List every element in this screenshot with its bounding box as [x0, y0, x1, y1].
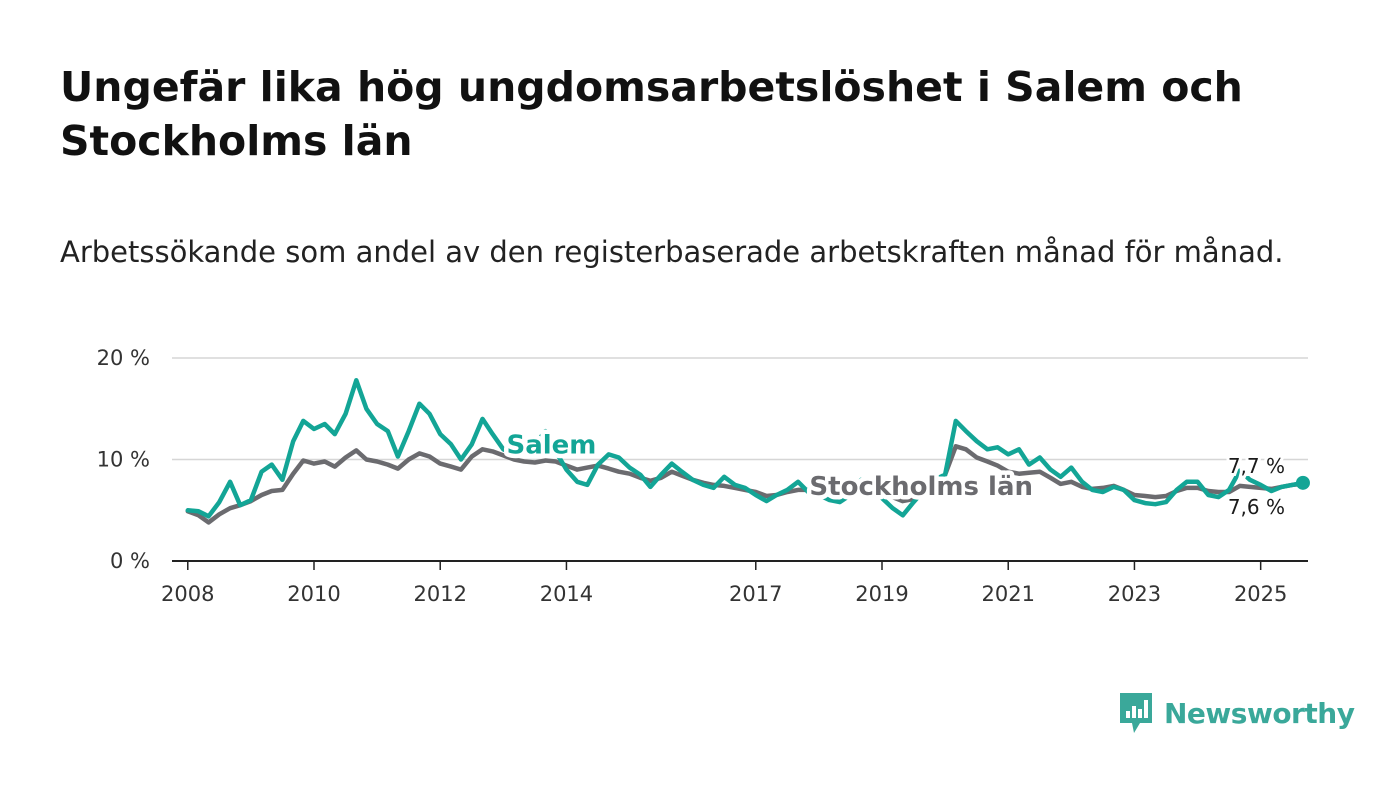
series-label-salem: Salem — [506, 430, 596, 460]
line-chart: 0 % 10 % 20 % 2008 2010 2012 2014 2017 2019 2021… — [97, 346, 1310, 606]
y-axis: 0 % 10 % 20 % — [97, 346, 150, 573]
chart-subtitle: Arbetssökande som andel av den registerb… — [60, 235, 1284, 269]
x-tick-label: 2010 — [287, 582, 340, 606]
x-tick-label: 2012 — [413, 582, 466, 606]
x-tick-label: 2014 — [540, 582, 593, 606]
x-tick-label: 2008 — [161, 582, 214, 606]
series-line-salem — [185, 378, 1306, 519]
series-line-stockholms-l-n — [185, 444, 1306, 525]
x-tick-label: 2025 — [1234, 582, 1287, 606]
brand-name: Newsworthy — [1164, 696, 1355, 730]
x-axis: 2008 2010 2012 2014 2017 2019 2021 2023 2025 — [161, 561, 1287, 606]
x-tick-label: 2017 — [729, 582, 782, 606]
newsworthy-logo-icon — [1120, 693, 1152, 733]
series-end-dot — [1295, 475, 1310, 490]
x-tick-label: 2021 — [981, 582, 1034, 606]
end-label-stockholms-lan: 7,6 % — [1228, 495, 1285, 519]
chart-title: Ungefär lika hög ungdomsarbetslöshet i S… — [60, 63, 1243, 165]
gridlines — [172, 357, 1308, 562]
series-lines — [185, 378, 1310, 525]
series-labels: Salem Stockholms län 7,7 % 7,6 % — [502, 426, 1288, 522]
end-label-salem: 7,7 % — [1228, 454, 1285, 478]
x-tick-label: 2023 — [1108, 582, 1161, 606]
y-tick-label: 20 % — [97, 346, 150, 370]
x-tick-label: 2019 — [855, 582, 908, 606]
y-tick-label: 0 % — [110, 549, 150, 573]
y-tick-label: 10 % — [97, 448, 150, 472]
series-label-stockholms-lan: Stockholms län — [809, 472, 1033, 502]
newsworthy-logo: Newsworthy — [1118, 690, 1355, 736]
